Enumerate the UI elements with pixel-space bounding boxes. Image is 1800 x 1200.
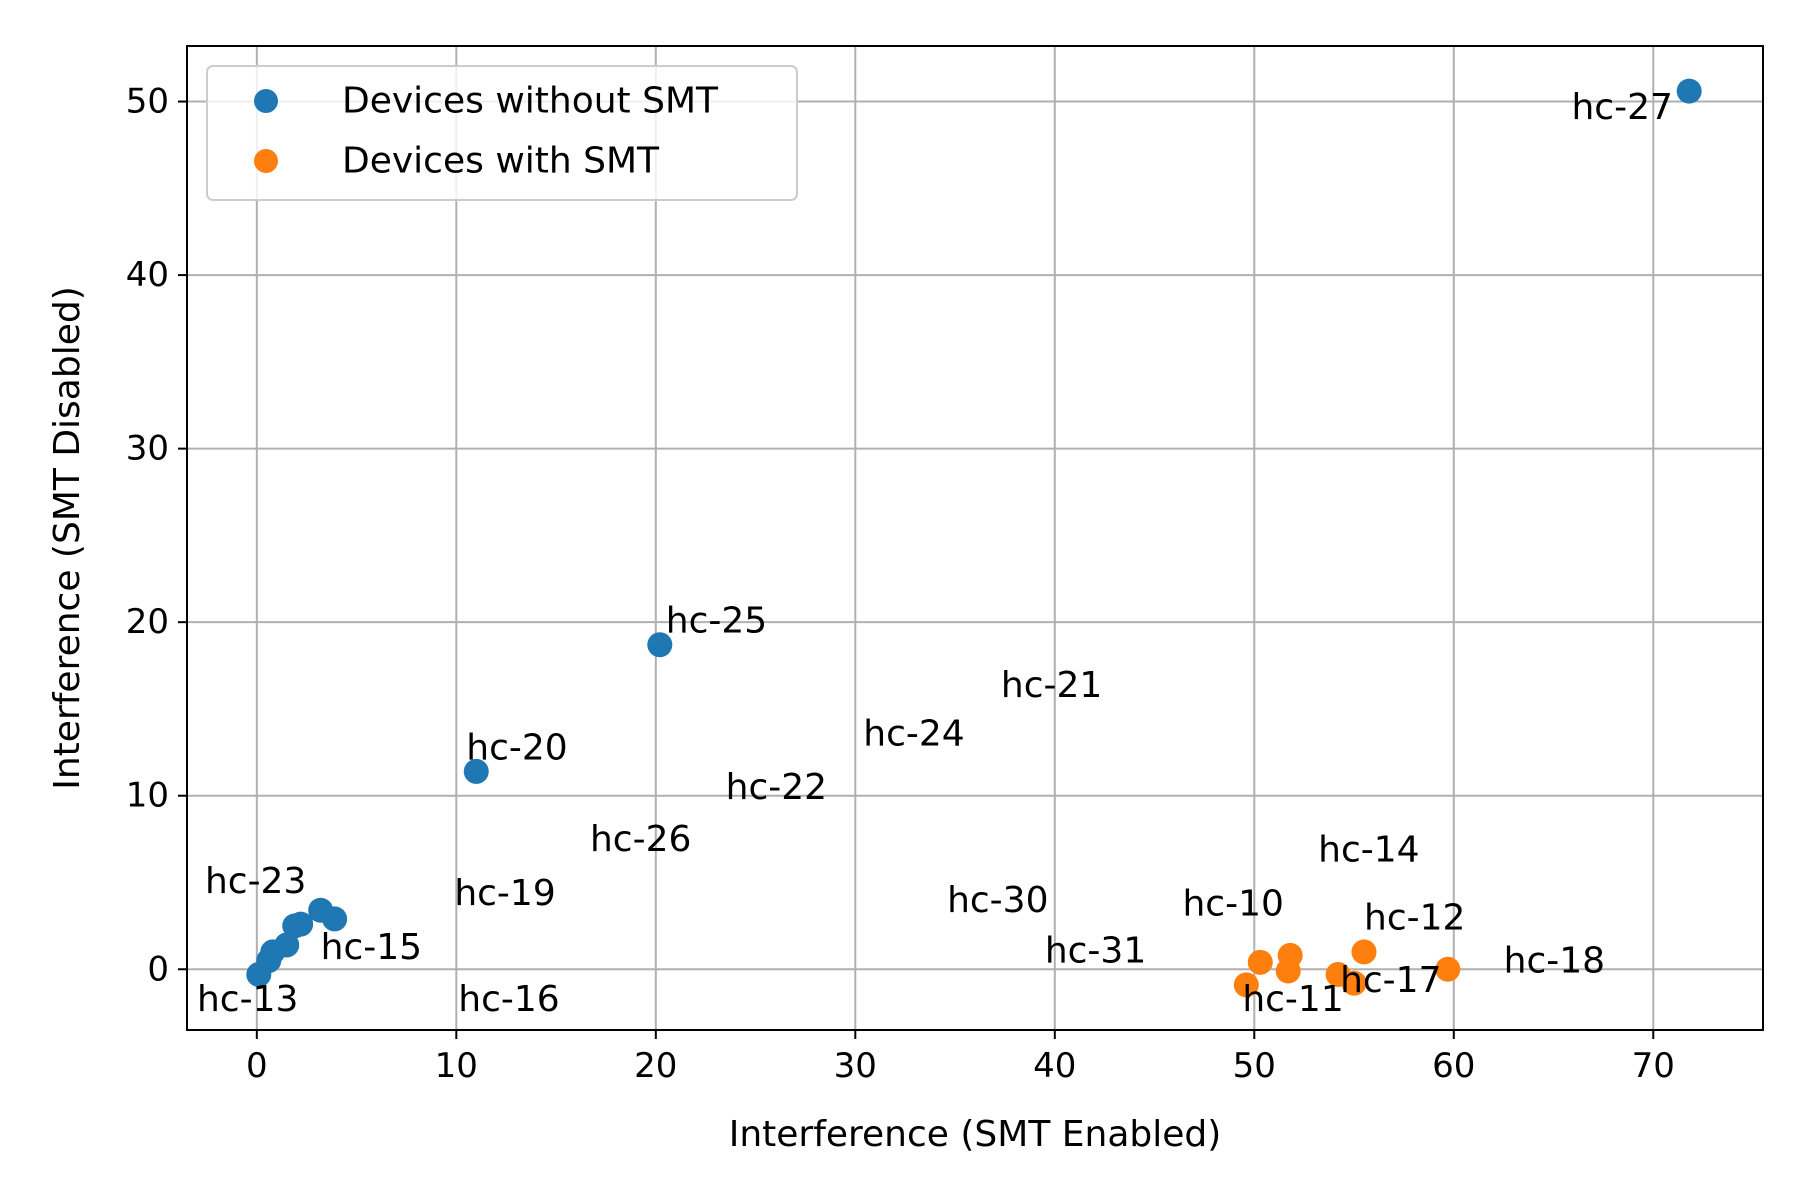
point-annotations: hc-27 hc-25 hc-21 hc-24 hc-20 hc-22 hc-26 hc-14… — [197, 87, 1673, 1020]
y-tick-label: 10 — [126, 776, 169, 816]
point-without-smt — [322, 906, 348, 932]
annotation-hc-19: hc-19 — [454, 873, 555, 914]
annotation-hc-24: hc-24 — [863, 713, 964, 754]
legend-box — [206, 65, 798, 201]
annotation-hc-25: hc-25 — [666, 601, 767, 642]
annotation-hc-16: hc-16 — [458, 979, 559, 1020]
x-tick-label: 10 — [435, 1046, 478, 1086]
point-without-smt — [463, 758, 489, 784]
plot-area-frame — [186, 45, 1764, 1031]
x-tick-label: 50 — [1233, 1046, 1276, 1086]
point-with-smt — [1275, 958, 1301, 984]
point-with-smt — [1435, 956, 1461, 982]
point-with-smt — [1247, 949, 1273, 975]
legend-label-devices-with-smt: Devices with SMT — [342, 141, 660, 182]
point-without-smt — [647, 632, 673, 658]
annotation-hc-21: hc-21 — [1001, 665, 1102, 706]
annotation-hc-18: hc-18 — [1504, 941, 1605, 982]
y-axis-label: Interference (SMT Disabled) — [47, 286, 88, 790]
annotation-hc-12: hc-12 — [1364, 897, 1465, 938]
y-tick-label: 0 — [147, 949, 169, 989]
point-with-smt — [1341, 970, 1367, 996]
annotation-hc-22: hc-22 — [726, 767, 827, 808]
axis-ticks: 0 10 20 30 40 50 60 70 0 10 20 30 40 50 — [126, 82, 1675, 1086]
annotation-hc-27: hc-27 — [1571, 87, 1672, 128]
annotation-hc-10: hc-10 — [1182, 883, 1283, 924]
y-tick-label: 50 — [126, 82, 169, 122]
x-tick-label: 60 — [1432, 1046, 1475, 1086]
x-tick-label: 70 — [1632, 1046, 1675, 1086]
x-tick-label: 20 — [634, 1046, 677, 1086]
x-tick-label: 30 — [834, 1046, 877, 1086]
annotation-hc-13: hc-13 — [197, 979, 298, 1020]
annotation-hc-26: hc-26 — [590, 819, 691, 860]
annotation-hc-17: hc-17 — [1340, 960, 1441, 1001]
annotation-hc-15: hc-15 — [321, 927, 422, 968]
legend-label-devices-without-smt: Devices without SMT — [342, 81, 719, 122]
point-with-smt — [1233, 972, 1259, 998]
point-without-smt — [1676, 78, 1702, 104]
point-with-smt — [1351, 939, 1377, 965]
data-points — [246, 78, 1702, 998]
y-tick-label: 20 — [126, 602, 169, 642]
annotation-hc-30: hc-30 — [947, 880, 1048, 921]
x-tick-label: 40 — [1033, 1046, 1076, 1086]
annotation-hc-20: hc-20 — [466, 727, 567, 768]
annotation-hc-11: hc-11 — [1242, 979, 1343, 1020]
legend: Devices without SMT Devices with SMT — [206, 65, 798, 201]
y-tick-label: 40 — [126, 255, 169, 295]
annotation-hc-23: hc-23 — [205, 861, 306, 902]
legend-marker-devices-with-smt — [254, 149, 278, 173]
point-without-smt — [246, 961, 272, 987]
legend-marker-devices-without-smt — [254, 89, 278, 113]
x-axis-label: Interference (SMT Enabled) — [729, 1114, 1222, 1155]
grid-lines — [187, 46, 1763, 1030]
point-without-smt — [282, 913, 308, 939]
x-tick-label: 0 — [246, 1046, 268, 1086]
annotation-hc-14: hc-14 — [1318, 830, 1419, 871]
y-tick-label: 30 — [126, 429, 169, 469]
annotation-hc-31: hc-31 — [1045, 930, 1146, 971]
